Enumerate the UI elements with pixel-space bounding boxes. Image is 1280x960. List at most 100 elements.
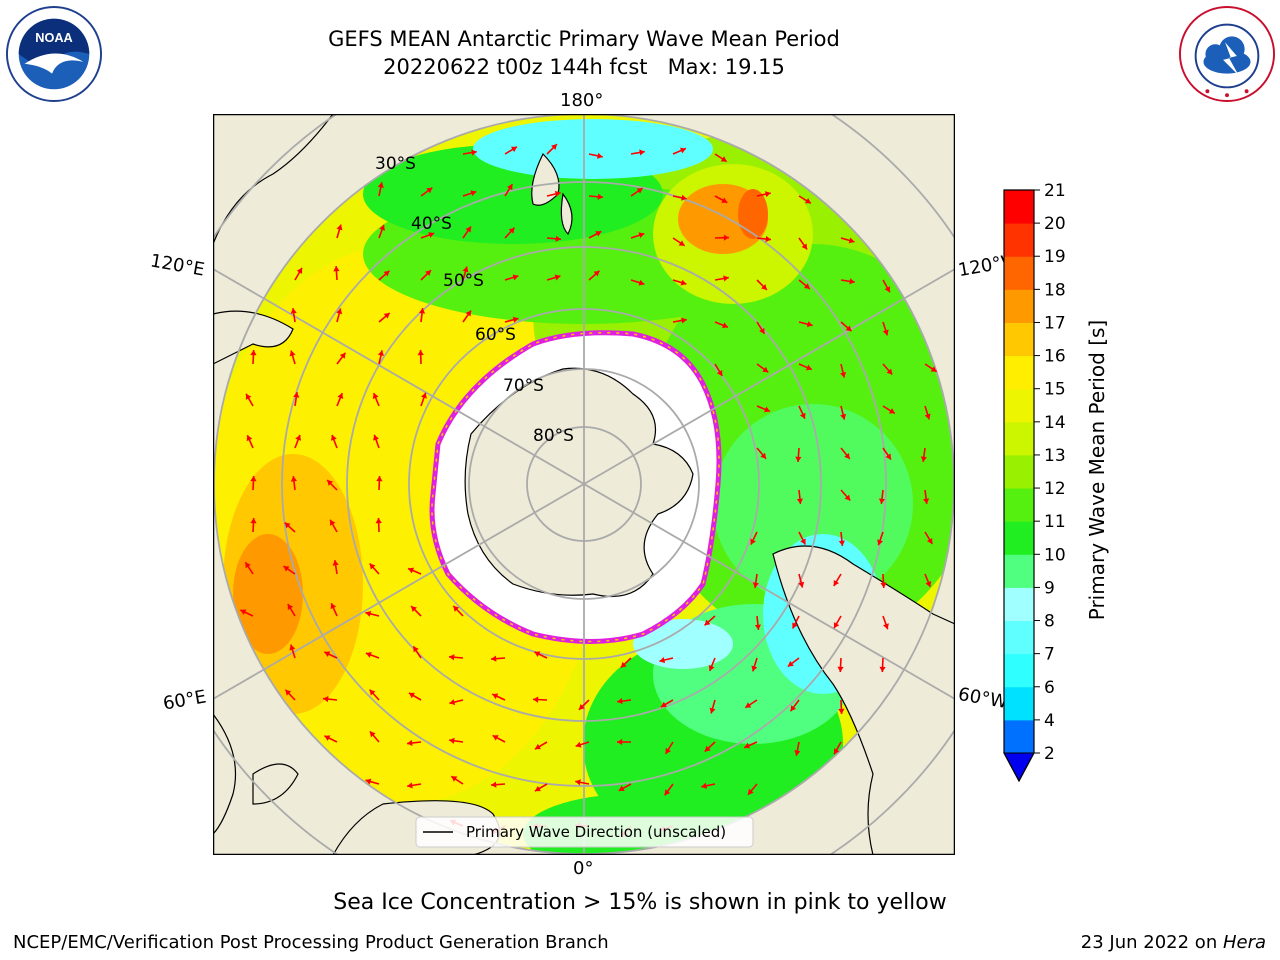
wave-arrow-head: [883, 623, 889, 630]
wave-arrow-head: [848, 237, 855, 244]
chart-subtitle: 20220622 t00z 144h fcst Max: 19.15: [383, 55, 785, 79]
colorbar-block: [1004, 388, 1034, 423]
antarctica: [464, 367, 694, 598]
colorbar-block: [1004, 421, 1034, 456]
colorbar-tick-label: 17: [1044, 313, 1066, 333]
wave-arrow-head: [323, 696, 329, 703]
wave-arrow-head: [411, 606, 417, 612]
colorbar-tick-label: 21: [1044, 181, 1066, 201]
wave-arrow-head: [701, 782, 707, 789]
wave-arrow-head: [534, 785, 541, 792]
wave-arrow-head: [801, 243, 808, 250]
wave-arrow-head: [383, 312, 390, 319]
colorbar-block: [1004, 686, 1034, 721]
lat-label-40s: 40°S: [411, 214, 452, 234]
wave-arrow-head: [250, 476, 257, 482]
wave-arrow-head: [838, 708, 845, 714]
wave-arrow-head: [575, 741, 582, 748]
lon-label-120e: 120°E: [148, 250, 207, 281]
wave-arrow-head: [365, 610, 372, 617]
wave-arrow-head: [290, 308, 297, 314]
wave-arrow-head: [324, 651, 331, 657]
wave-arrow-head: [759, 327, 765, 334]
wave-arrow-head: [289, 350, 296, 357]
colorbar-tick-label: 4: [1044, 711, 1055, 731]
wave-arrow-head: [838, 540, 845, 546]
nws-logo: [1178, 5, 1276, 103]
lon-label-0: 0°: [573, 858, 594, 879]
wave-arrow-head: [750, 538, 756, 545]
colorbar-tick-label: 6: [1044, 678, 1055, 698]
wave-arrow-head: [575, 779, 581, 786]
wave-arrow-head: [408, 567, 415, 574]
wave-arrow-head: [704, 619, 711, 626]
colorbar-block: [1004, 620, 1034, 655]
wave-arrow-head: [554, 274, 561, 281]
wave-arrow-head: [849, 278, 855, 285]
wave-arrow-head: [844, 452, 850, 459]
wave-arrow-head: [833, 748, 840, 755]
wave-arrow-head: [369, 731, 376, 738]
wave-arrow-head: [332, 560, 339, 566]
wave-arrow-head: [924, 413, 931, 420]
wave-arrow-head: [636, 188, 643, 194]
wave-arrow-head: [330, 603, 337, 610]
wave-arrow-head: [365, 778, 372, 785]
wave-arrow-head: [407, 739, 413, 747]
wave-arrow-head: [800, 538, 806, 545]
lat-label-80s: 80°S: [533, 426, 574, 446]
wave-arrow-head: [327, 480, 334, 486]
wave-arrow-head: [336, 224, 343, 231]
wave-arrow-head: [796, 498, 804, 504]
wave-arrow-head: [533, 696, 539, 703]
colorbar-block: [1004, 256, 1034, 290]
wave-arrow-head: [880, 582, 887, 588]
wave-arrow-head: [720, 156, 727, 162]
map-legend: Primary Wave Direction (unscaled): [415, 816, 754, 848]
wave-arrow-head: [803, 283, 810, 289]
wave-arrow-head: [716, 370, 723, 377]
wave-arrow-head: [507, 184, 513, 191]
wave-arrow-head: [250, 350, 257, 356]
wave-arrow-head: [372, 393, 379, 399]
wave-arrow-head: [761, 284, 767, 290]
wave-arrow-head: [806, 321, 813, 328]
wave-arrow-head: [765, 235, 771, 243]
wave-arrow-head: [246, 435, 253, 442]
wave-arrow-head: [413, 646, 419, 653]
wave-arrow-head: [638, 279, 645, 286]
chart-title: GEFS MEAN Antarctic Primary Wave Mean Pe…: [328, 27, 840, 51]
wave-arrow-head: [618, 785, 625, 791]
colorbar-tick-label: 12: [1044, 479, 1066, 499]
colorbar-block: [1004, 554, 1034, 588]
polar-wave-map: 30°S 40°S 50°S 60°S 70°S 80°S Primary Wa…: [213, 114, 955, 855]
wave-arrow-head: [799, 412, 806, 419]
wave-arrow-head: [660, 701, 667, 708]
wave-arrow-head: [681, 194, 687, 201]
lat-label-70s: 70°S: [503, 376, 544, 396]
wave-arrow-head: [884, 286, 891, 293]
wave-arrow-head: [492, 735, 499, 741]
wave-arrow-head: [293, 392, 300, 398]
wave-arrow-head: [708, 665, 715, 671]
colorbar-tick-label: 13: [1044, 446, 1066, 466]
lat-label-60s: 60°S: [475, 325, 516, 345]
wave-arrow-head: [882, 329, 889, 336]
wave-arrow-head: [597, 152, 603, 159]
wave-arrow-head: [723, 234, 729, 241]
colorbar-block: [1004, 322, 1034, 357]
colorbar-tick-label: 15: [1044, 380, 1066, 400]
wave-arrow-head: [379, 224, 385, 231]
wave-arrow-head: [754, 624, 761, 630]
colorbar-block: [1004, 190, 1034, 224]
wave-arrow-head: [449, 699, 456, 706]
wave-arrow-head: [534, 651, 541, 657]
sea-ice-note: Sea Ice Concentration > 15% is shown in …: [333, 890, 947, 915]
legend-label: Primary Wave Direction (unscaled): [466, 823, 726, 841]
wave-arrow-head: [377, 182, 384, 188]
colorbar-block: [1004, 521, 1034, 555]
wave-arrow-head: [844, 494, 851, 501]
wave-arrow-head: [886, 368, 893, 375]
wave-arrow-head: [787, 660, 794, 667]
wave-arrow-head: [369, 563, 376, 570]
